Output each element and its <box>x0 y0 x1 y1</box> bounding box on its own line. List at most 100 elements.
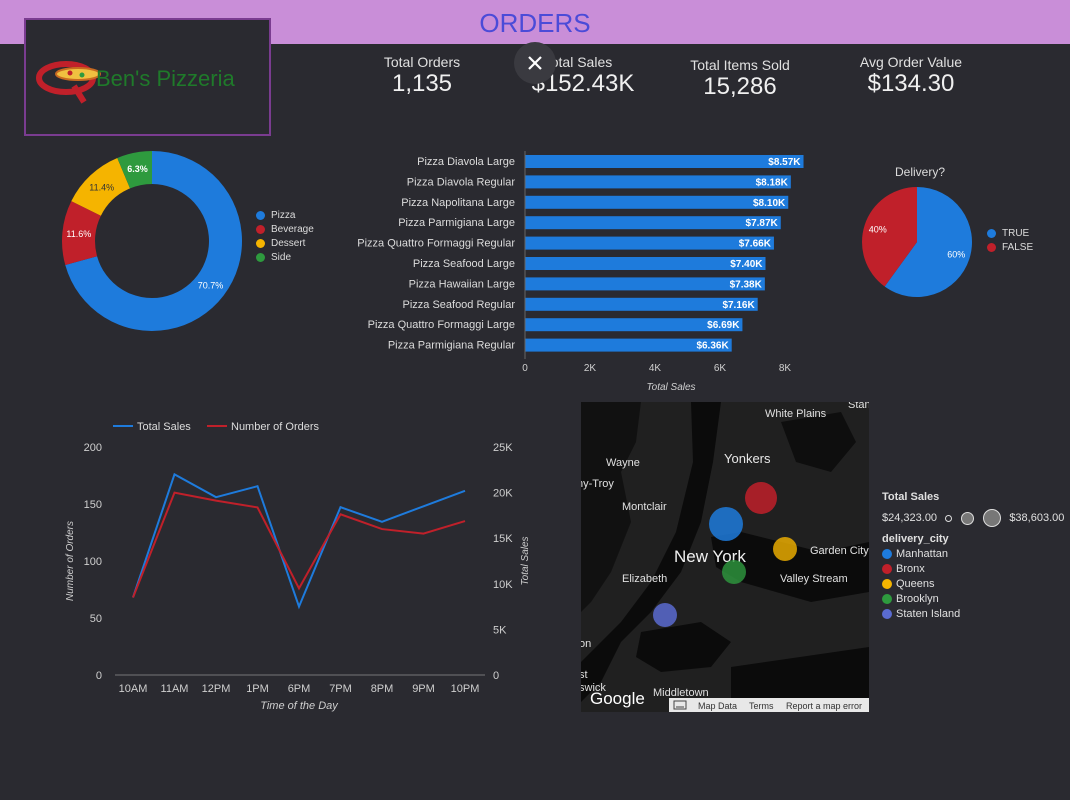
legend-dot-icon <box>882 564 892 575</box>
bar-category-label: Pizza Parmigiana Large <box>398 217 515 229</box>
kpi-total-orders-value: 1,135 <box>391 70 453 97</box>
line-y2-tick: 0 <box>493 670 499 682</box>
line-y2-tick: 15K <box>493 533 513 545</box>
bar-value-label: $7.66K <box>739 239 772 250</box>
donut-slice-label: 11.4% <box>89 182 114 192</box>
kpi-total-orders-label: Total Orders <box>383 54 461 70</box>
donut-slice-label: 6.3% <box>127 164 148 174</box>
line-y-tick: 150 <box>84 499 102 511</box>
map-label: Valley Stream <box>780 573 848 585</box>
legend-dot-icon <box>256 238 265 248</box>
line-legend-label[interactable]: Number of Orders <box>231 421 320 433</box>
bar-category-label: Pizza Seafood Regular <box>402 299 515 311</box>
donut-slice-side[interactable] <box>117 151 152 189</box>
pie-slice-label: 60% <box>947 250 965 260</box>
bar[interactable] <box>525 175 791 189</box>
pie-slice-false[interactable] <box>862 187 917 287</box>
donut-slice-label: 70.7% <box>198 280 224 290</box>
kpi-total-sales-label: Total Sales <box>543 54 613 70</box>
pie-slice-true[interactable] <box>884 187 972 297</box>
legend-label: Side <box>271 252 292 263</box>
legend-label: Dessert <box>271 238 306 249</box>
bar-category-label: Pizza Diavola Large <box>417 156 515 168</box>
delivery-pie-chart: Delivery? 60% 40% <box>862 165 972 297</box>
bar-category-label: Pizza Parmigiana Regular <box>388 340 516 352</box>
line-y-tick: 100 <box>84 556 102 568</box>
map-data-link[interactable]: Map Data <box>698 701 737 711</box>
line-y2-tick: 25K <box>493 442 513 454</box>
legend-label: FALSE <box>1002 242 1034 253</box>
line-x-axis-title: Time of the Day <box>260 700 339 712</box>
donut-slice-beverage[interactable] <box>61 201 101 266</box>
line-x-tick: 12PM <box>202 683 231 695</box>
line-series-total-sales[interactable] <box>132 472 466 610</box>
map-bubble-staten-island[interactable] <box>653 603 677 627</box>
bar-category-label: Pizza Hawaiian Large <box>409 278 515 290</box>
close-button[interactable] <box>514 42 556 84</box>
legend-item-false[interactable]: FALSE <box>987 242 1067 253</box>
line-series-number-of-orders[interactable] <box>132 491 466 598</box>
bar[interactable] <box>525 195 789 209</box>
donut-slice-pizza[interactable] <box>65 151 243 331</box>
bar[interactable] <box>525 155 804 168</box>
delivery-legend: TRUE FALSE <box>987 228 1067 256</box>
delivery-pie-title: Delivery? <box>895 165 945 179</box>
terms-link[interactable]: Terms <box>749 701 774 711</box>
legend-item-true[interactable]: TRUE <box>987 228 1067 239</box>
bar[interactable] <box>525 257 766 270</box>
donut-slice-dessert[interactable] <box>71 157 131 216</box>
bar-x-tick: 6K <box>714 363 727 374</box>
bar-category-label: Pizza Seafood Large <box>413 258 515 270</box>
map-bubble-bronx[interactable] <box>745 482 777 514</box>
bar-x-tick: 4K <box>649 363 662 374</box>
city-legend-item[interactable]: Queens <box>882 578 1067 590</box>
logo: Ben's Pizzeria <box>24 18 271 136</box>
line-x-tick: 6PM <box>288 683 311 695</box>
line-y2-axis-title: Total Sales <box>520 536 531 585</box>
map-view[interactable]: White Plains Stan Yonkers Wayne ny-Troy … <box>581 402 869 712</box>
bar-value-label: $7.16K <box>722 300 755 311</box>
legend-item-beverage[interactable]: Beverage <box>256 224 356 235</box>
legend-dot-icon <box>256 210 265 220</box>
map-label: Middletown <box>653 687 709 699</box>
city-legend-item[interactable]: Staten Island <box>882 608 1067 620</box>
bar[interactable] <box>525 297 758 311</box>
pie-slice-label: 40% <box>869 224 887 234</box>
bar[interactable] <box>525 338 732 352</box>
legend-label: Staten Island <box>896 608 961 620</box>
legend-item-dessert[interactable]: Dessert <box>256 238 356 249</box>
report-map-error-link[interactable]: Report a map error <box>786 701 862 711</box>
map-bubble-queens[interactable] <box>773 537 797 561</box>
bar-value-label: $8.18K <box>756 177 789 188</box>
keyboard-icon[interactable] <box>673 700 687 710</box>
size-legend-max: $38,603.00 <box>1009 511 1065 524</box>
map-bubble-manhattan[interactable] <box>709 507 743 541</box>
map-label: Wayne <box>606 457 640 469</box>
legend-label: TRUE <box>1002 228 1030 239</box>
pizza-logo-icon: Ben's Pizzeria <box>36 61 235 104</box>
map-label: ny-Troy <box>581 478 614 490</box>
city-legend-item[interactable]: Manhattan <box>882 548 1067 560</box>
close-icon <box>528 56 542 70</box>
bar-value-label: $7.87K <box>746 218 779 229</box>
bar[interactable] <box>525 236 774 250</box>
line-legend-label[interactable]: Total Sales <box>137 421 191 433</box>
city-legend-item[interactable]: Bronx <box>882 563 1067 575</box>
legend-item-pizza[interactable]: Pizza <box>256 210 356 221</box>
legend-dot-icon <box>882 549 892 560</box>
line-x-tick: 8PM <box>371 683 394 695</box>
bar-x-tick: 0 <box>522 363 528 374</box>
bar[interactable] <box>525 318 743 332</box>
category-donut-chart: 70.7% 11.6% 11.4% 6.3% <box>61 151 243 331</box>
kpi-avg-order-label: Avg Order Value <box>859 54 963 70</box>
kpi-items-sold-value: 15,286 <box>703 73 777 100</box>
legend-label: Bronx <box>896 563 925 575</box>
line-y-tick: 50 <box>90 613 102 625</box>
city-legend-item[interactable]: Brooklyn <box>882 593 1067 605</box>
map-bubble-brooklyn[interactable] <box>722 560 746 584</box>
bar-value-label: $7.38K <box>730 279 763 290</box>
bar[interactable] <box>525 277 765 291</box>
legend-label: Brooklyn <box>896 593 939 605</box>
bar[interactable] <box>525 216 781 230</box>
legend-item-side[interactable]: Side <box>256 252 356 263</box>
